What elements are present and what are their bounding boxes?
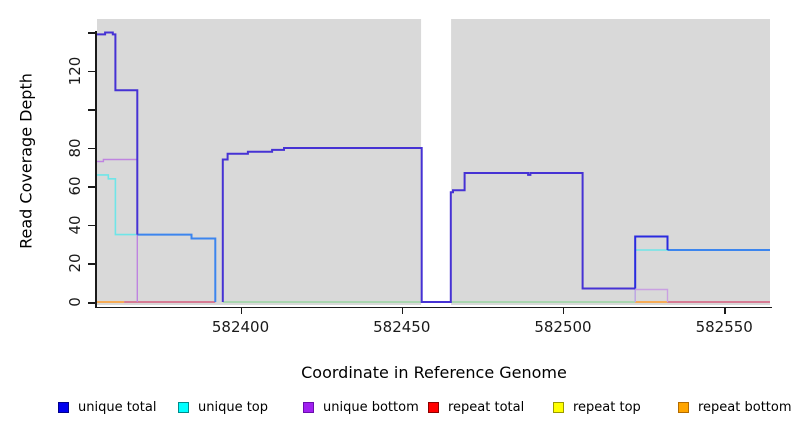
y-tick-label: 40 <box>66 215 84 235</box>
legend-swatch-icon <box>553 401 564 413</box>
x-axis-line <box>95 306 772 308</box>
legend-swatch-icon <box>58 401 69 413</box>
plot-area <box>97 19 770 305</box>
x-tick-mark <box>724 307 726 314</box>
x-tick-label: 582550 <box>695 318 753 336</box>
y-tick-mark <box>88 32 95 34</box>
y-tick-mark <box>88 147 95 150</box>
series-unique-total-top-left <box>97 31 139 235</box>
y-tick-mark <box>88 70 95 73</box>
x-tick-label: 582450 <box>373 318 431 336</box>
x-tick-label: 582400 <box>211 318 270 336</box>
x-tick-mark <box>562 307 565 314</box>
y-tick-label: 0 <box>66 297 84 307</box>
series-unique-total-main <box>221 147 636 303</box>
series-unique-top-left <box>97 174 138 236</box>
series-unique-total-right-pure <box>634 235 669 289</box>
y-tick-label: 20 <box>66 253 84 274</box>
x-tick-label: 582500 <box>534 318 592 336</box>
legend-item-unique-top: unique top <box>178 399 268 415</box>
legend-item-repeat-bottom: repeat bottom <box>678 399 792 415</box>
x-axis-title: Coordinate in Reference Genome <box>301 363 567 382</box>
series-total-top-overlap-mid <box>137 233 217 302</box>
legend-label: repeat total <box>448 399 525 415</box>
legend-label: repeat top <box>573 399 641 415</box>
legend-item-unique-bottom: unique bottom <box>303 399 419 415</box>
x-tick-mark <box>401 307 404 314</box>
y-tick-mark <box>88 186 95 188</box>
legend-item-unique-total: unique total <box>58 399 156 415</box>
series-unique-bottom-right <box>634 288 669 302</box>
y-tick-label: 120 <box>66 56 84 86</box>
legend-label: unique bottom <box>323 399 419 415</box>
y-axis-title: Read Coverage Depth <box>16 73 36 249</box>
legend-label: unique top <box>198 399 269 415</box>
legend-item-repeat-top: repeat top <box>553 399 641 415</box>
y-tick-label: 80 <box>66 138 84 158</box>
legend-swatch-icon <box>678 401 689 413</box>
legend-item-repeat-total: repeat total <box>428 399 524 415</box>
legend-label: unique total <box>78 399 157 415</box>
y-axis-line <box>95 31 97 307</box>
y-tick-mark <box>88 302 95 304</box>
y-tick-mark <box>88 224 95 227</box>
y-tick-label: 60 <box>66 176 84 197</box>
masked-region-band <box>421 19 452 305</box>
y-tick-mark <box>88 263 95 265</box>
y-tick-mark <box>88 109 95 111</box>
legend-swatch-icon <box>303 401 314 413</box>
legend-swatch-icon <box>178 401 189 413</box>
legend-label: repeat bottom <box>698 399 792 415</box>
x-tick-mark <box>240 307 242 314</box>
legend-swatch-icon <box>428 401 439 413</box>
